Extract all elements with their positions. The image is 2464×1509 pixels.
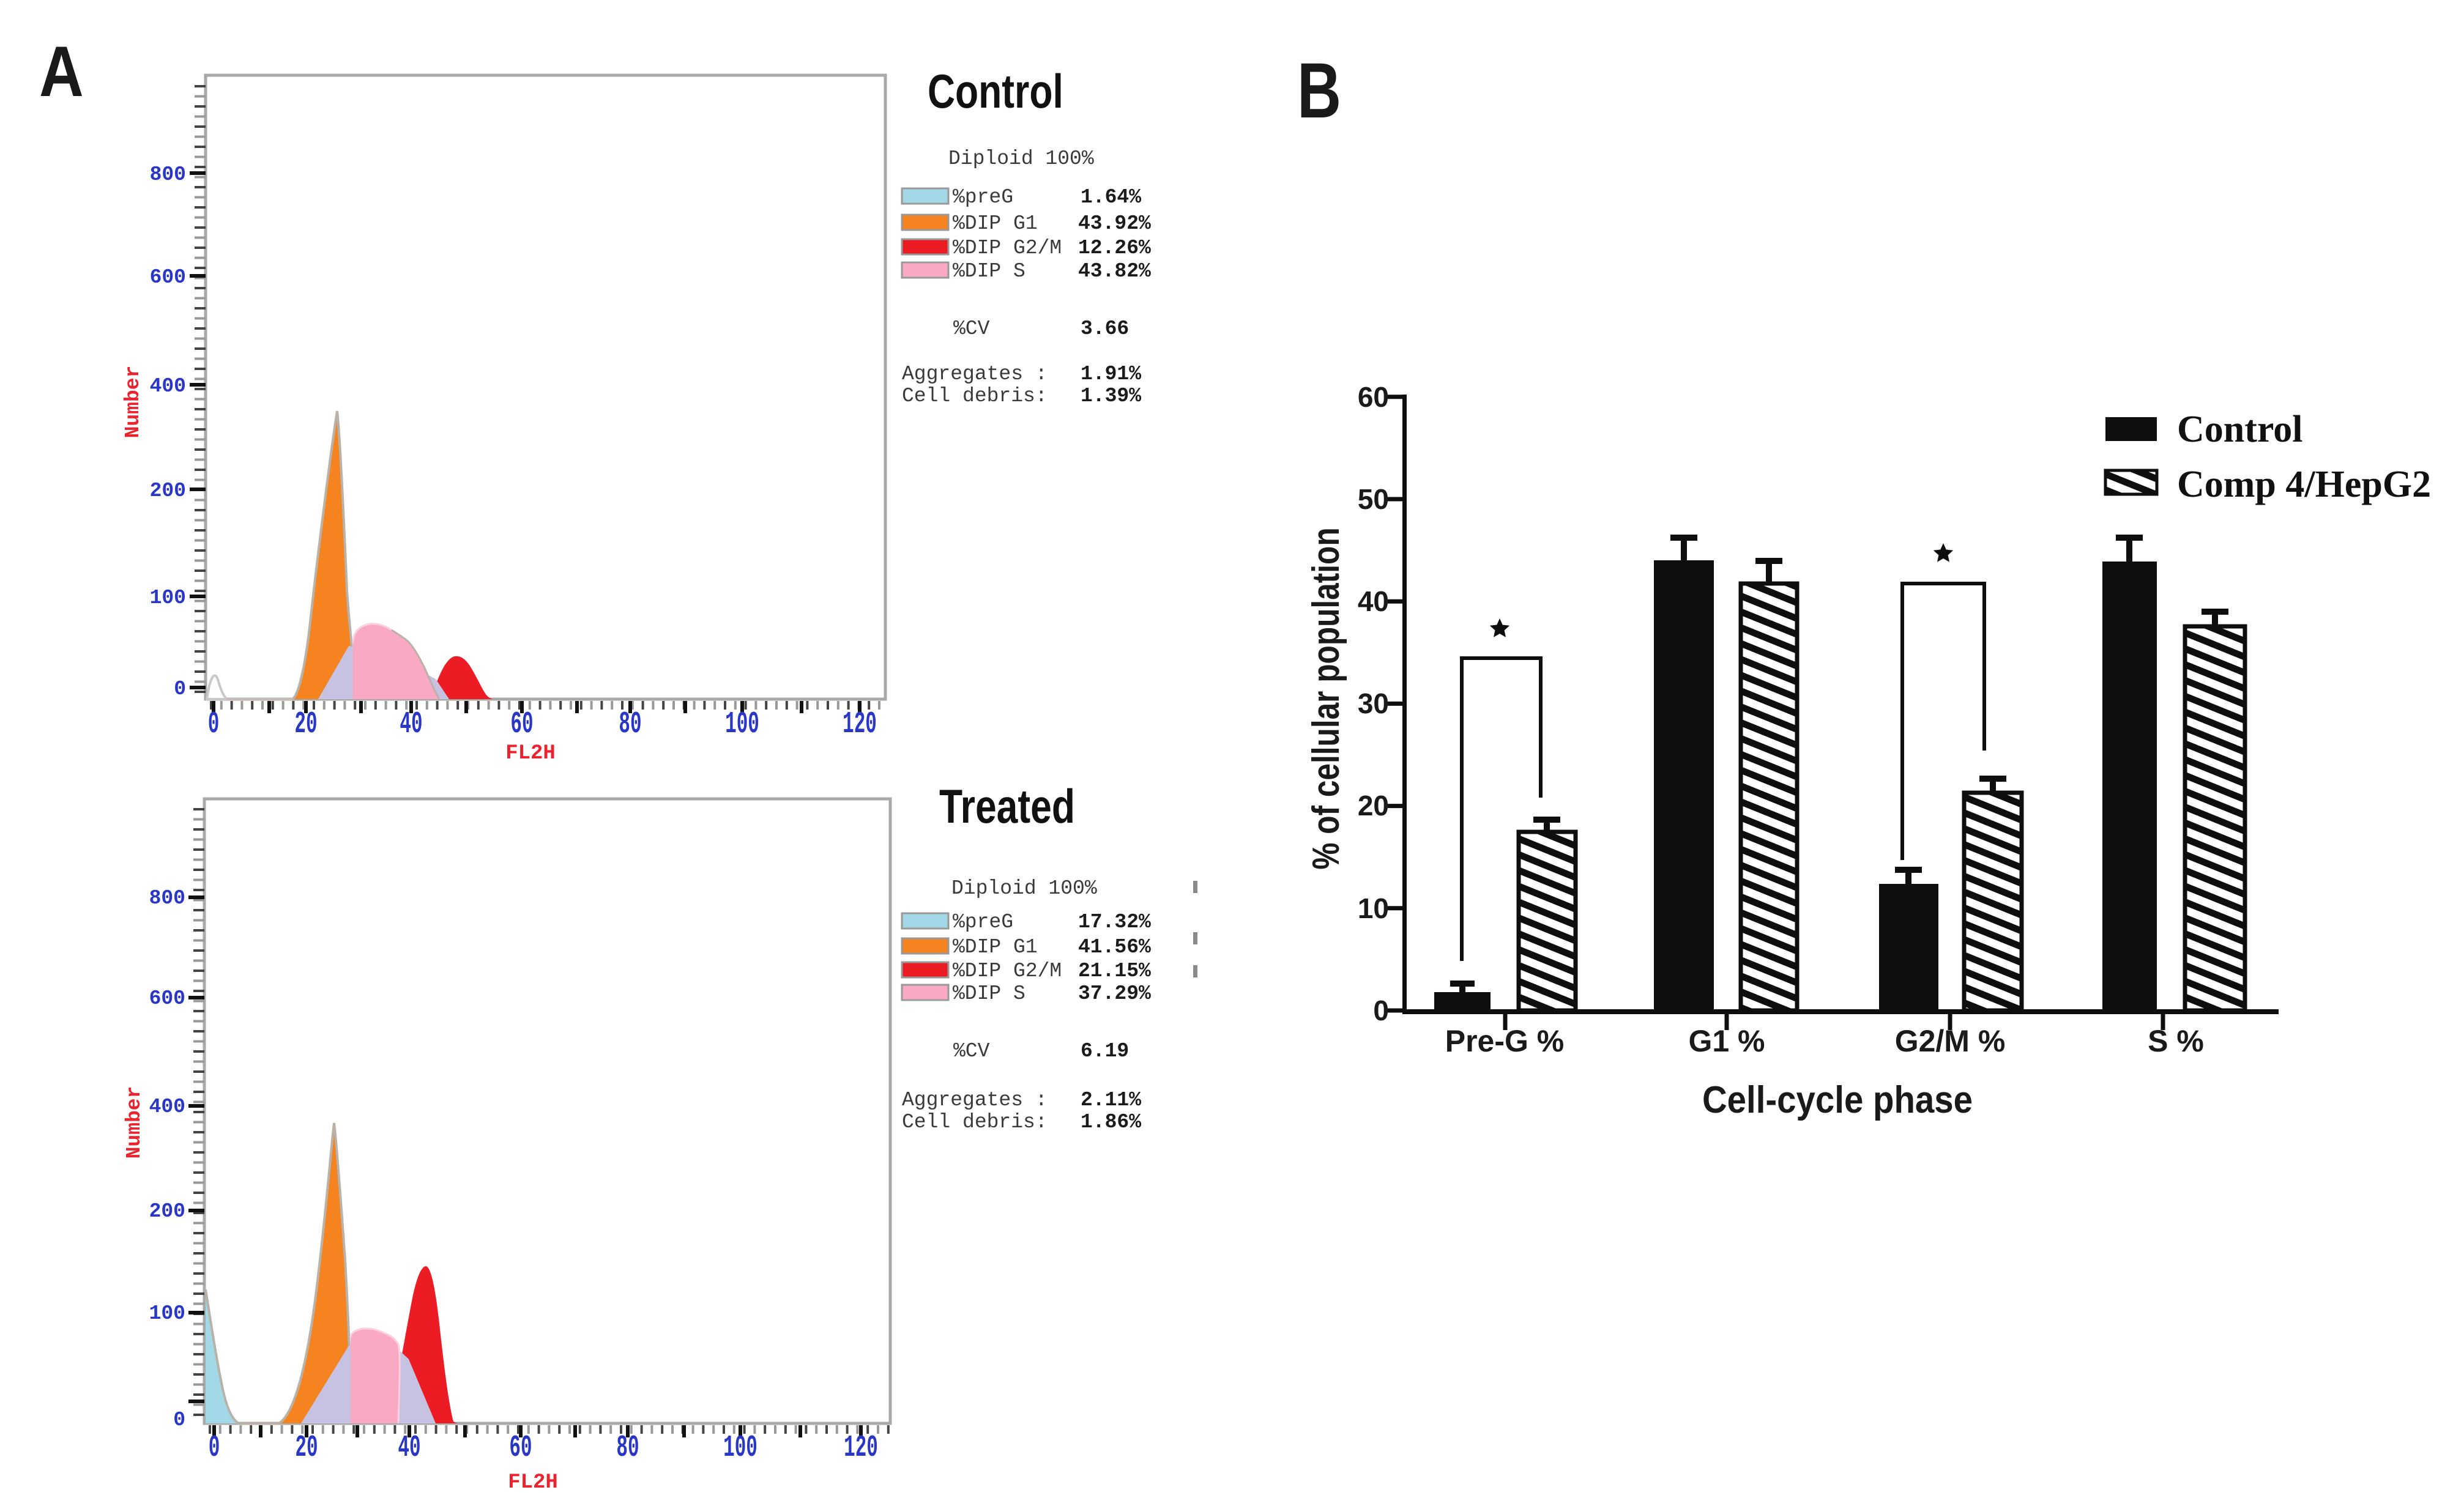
svg-text:37.29%: 37.29%	[1078, 982, 1151, 1005]
svg-text:800: 800	[149, 887, 185, 910]
svg-text:%DIP G2/M: %DIP G2/M	[953, 960, 1062, 982]
svg-text:80: 80	[619, 707, 641, 741]
svg-text:1.64%: 1.64%	[1081, 186, 1141, 209]
svg-text:40: 40	[400, 707, 422, 741]
svg-text:%DIP G2/M: %DIP G2/M	[953, 237, 1062, 259]
svg-text:21.15%: 21.15%	[1078, 960, 1151, 982]
svg-text:%DIP S: %DIP S	[953, 260, 1025, 283]
svg-text:1.91%: 1.91%	[1081, 363, 1141, 385]
svg-text:2.11%: 2.11%	[1081, 1089, 1141, 1111]
svg-text:%CV: %CV	[953, 1040, 990, 1062]
svg-text:100: 100	[149, 1302, 185, 1325]
svg-text:100: 100	[725, 707, 759, 741]
svg-text:3.66: 3.66	[1081, 317, 1129, 340]
svg-text:Number: Number	[123, 1086, 146, 1159]
svg-text:20: 20	[1358, 790, 1389, 821]
svg-text:1.39%: 1.39%	[1081, 385, 1141, 407]
svg-text:Treated: Treated	[939, 779, 1075, 832]
svg-text:B: B	[1297, 47, 1341, 135]
svg-text:200: 200	[150, 480, 186, 502]
svg-text:Diploid 100%: Diploid 100%	[948, 147, 1094, 170]
svg-text:Number: Number	[122, 366, 144, 439]
svg-text:Pre-G %: Pre-G %	[1445, 1024, 1565, 1058]
svg-text:Aggregates :: Aggregates :	[902, 363, 1048, 385]
svg-text:100: 100	[150, 587, 186, 609]
svg-text:%DIP G1: %DIP G1	[953, 936, 1038, 958]
svg-text:43.92%: 43.92%	[1078, 212, 1151, 235]
svg-text:43.82%: 43.82%	[1078, 260, 1151, 283]
svg-text:10: 10	[1358, 892, 1389, 924]
svg-text:% of cellular population: % of cellular population	[1305, 527, 1347, 869]
svg-text:FL2H: FL2H	[505, 742, 556, 765]
svg-text:Diploid 100%: Diploid 100%	[951, 877, 1097, 900]
svg-text:Control: Control	[928, 64, 1063, 117]
svg-text:200: 200	[149, 1200, 185, 1223]
svg-text:17.32%: 17.32%	[1078, 911, 1151, 933]
svg-text:600: 600	[150, 266, 186, 289]
svg-text:0: 0	[1373, 995, 1389, 1026]
svg-text:%preG: %preG	[953, 911, 1013, 933]
svg-text:20: 20	[295, 1431, 318, 1465]
svg-text:G1 %: G1 %	[1688, 1024, 1765, 1058]
svg-text:120: 120	[843, 707, 877, 741]
svg-text:100: 100	[723, 1431, 757, 1465]
svg-text:60: 60	[509, 1431, 532, 1465]
svg-text:%DIP G1: %DIP G1	[953, 212, 1038, 235]
svg-text:1.86%: 1.86%	[1081, 1111, 1141, 1133]
svg-text:G2/M %: G2/M %	[1895, 1024, 2006, 1058]
svg-text:50: 50	[1358, 483, 1389, 515]
svg-text:Control: Control	[2177, 409, 2303, 450]
svg-text:60: 60	[510, 707, 533, 741]
svg-text:800: 800	[150, 163, 186, 186]
svg-text:0: 0	[209, 1431, 220, 1465]
svg-text:120: 120	[844, 1431, 878, 1465]
svg-text:40: 40	[398, 1431, 420, 1465]
svg-text:%preG: %preG	[953, 186, 1013, 209]
svg-text:%CV: %CV	[953, 317, 990, 340]
svg-text:FL2H: FL2H	[508, 1471, 558, 1494]
svg-text:Comp 4/HepG2: Comp 4/HepG2	[2177, 464, 2431, 505]
svg-text:Cell debris:: Cell debris:	[902, 1111, 1048, 1133]
svg-text:Aggregates :: Aggregates :	[902, 1089, 1048, 1111]
svg-text:60: 60	[1358, 381, 1389, 413]
svg-text:40: 40	[1358, 585, 1389, 617]
svg-text:Cell debris:: Cell debris:	[902, 385, 1048, 407]
svg-text:30: 30	[1358, 688, 1389, 719]
svg-text:0: 0	[173, 1409, 185, 1431]
svg-text:Cell-cycle phase: Cell-cycle phase	[1702, 1078, 1973, 1121]
svg-text:41.56%: 41.56%	[1078, 936, 1151, 958]
svg-text:A: A	[39, 32, 84, 112]
svg-text:%DIP S: %DIP S	[953, 982, 1025, 1005]
svg-text:400: 400	[149, 1096, 185, 1118]
svg-text:600: 600	[149, 987, 185, 1010]
svg-text:0: 0	[208, 707, 220, 741]
svg-text:12.26%: 12.26%	[1078, 237, 1151, 259]
svg-text:0: 0	[174, 678, 186, 700]
svg-text:6.19: 6.19	[1081, 1040, 1129, 1062]
svg-text:S %: S %	[2148, 1024, 2204, 1058]
svg-text:80: 80	[616, 1431, 639, 1465]
svg-text:400: 400	[150, 375, 186, 398]
svg-text:20: 20	[294, 707, 317, 741]
